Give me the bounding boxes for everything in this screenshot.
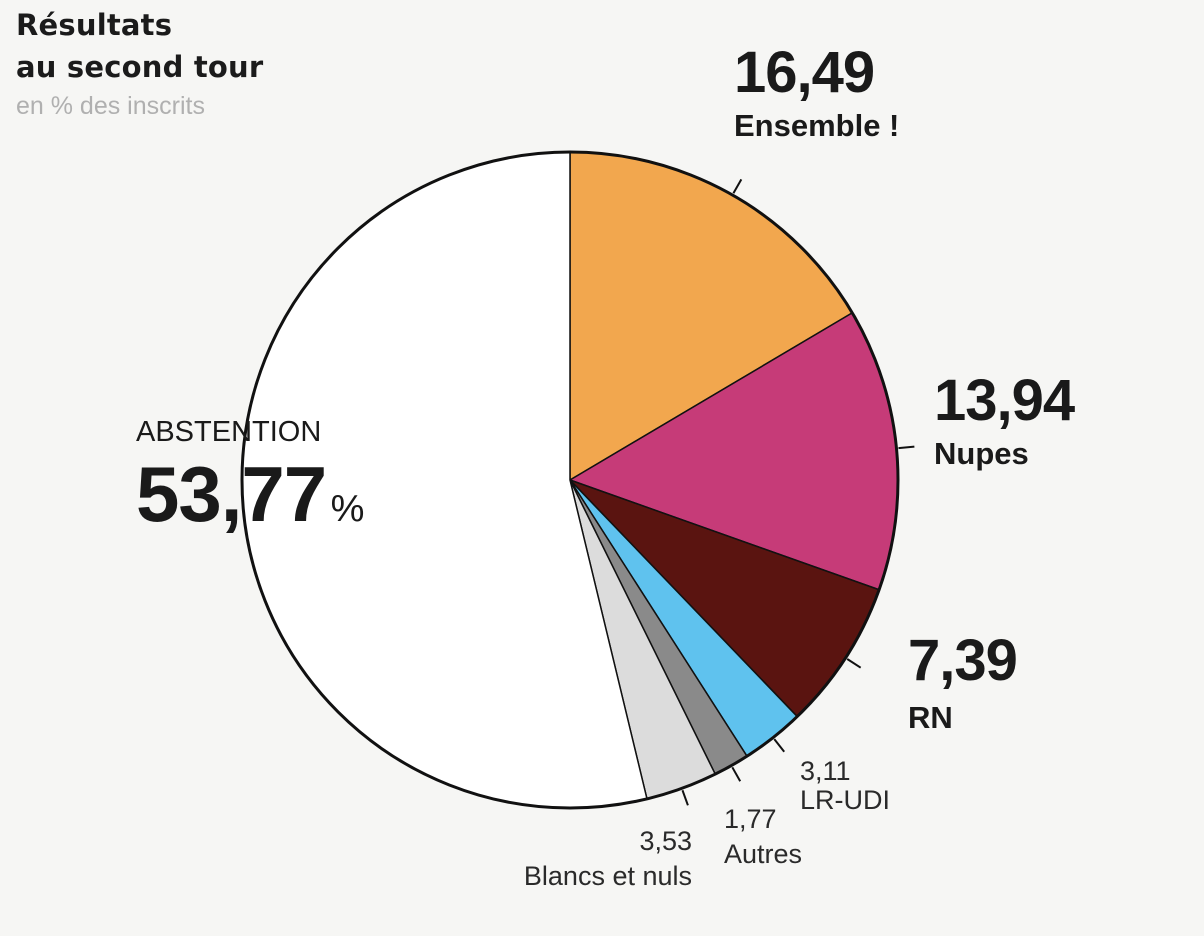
leader-tick-3 [773,738,785,753]
name-abstention: ABSTENTION [136,416,322,448]
value-ensemble: 16,49 [734,40,875,105]
value-rn: 7,39 [908,628,1018,693]
label-ensemble: 16,49 Ensemble ! [734,40,900,143]
chart-title-line1: Résultats [16,8,173,42]
label-rn: 7,39 RN [908,628,1018,735]
chart-subtitle: en % des inscrits [16,92,205,120]
value-lr-udi: 3,11 [800,756,851,786]
name-ensemble: Ensemble ! [734,108,900,143]
label-autres: 1,77 Autres [724,806,802,868]
value-nupes: 13,94 [934,368,1075,433]
name-autres: Autres [724,839,803,869]
label-nupes: 13,94 Nupes [934,368,1075,471]
label-lr-udi: 3,11 LR-UDI [800,758,890,814]
leader-tick-1 [898,445,915,450]
value-abstention: 53,77 [136,450,327,538]
leader-tick-0 [732,178,743,194]
leader-tick-4 [731,766,742,782]
chart-title-block: Résultats au second tour en % des inscri… [16,4,263,121]
value-autres: 1,77 [724,804,777,834]
name-lr-udi: LR-UDI [800,785,891,815]
chart-title-line2: au second tour [16,50,264,84]
leader-tick-5 [681,789,689,806]
leader-tick-2 [846,658,862,669]
name-rn: RN [908,700,953,735]
name-nupes: Nupes [934,436,1029,471]
label-abstention: ABSTENTION 53,77 % [136,416,365,534]
unit-abstention: % [330,488,365,530]
name-blancs-nuls: Blancs et nuls [523,861,692,891]
pie-outline [240,150,900,810]
label-blancs-nuls: 3,53 Blancs et nuls [516,828,692,890]
value-blancs-nuls: 3,53 [639,826,692,856]
